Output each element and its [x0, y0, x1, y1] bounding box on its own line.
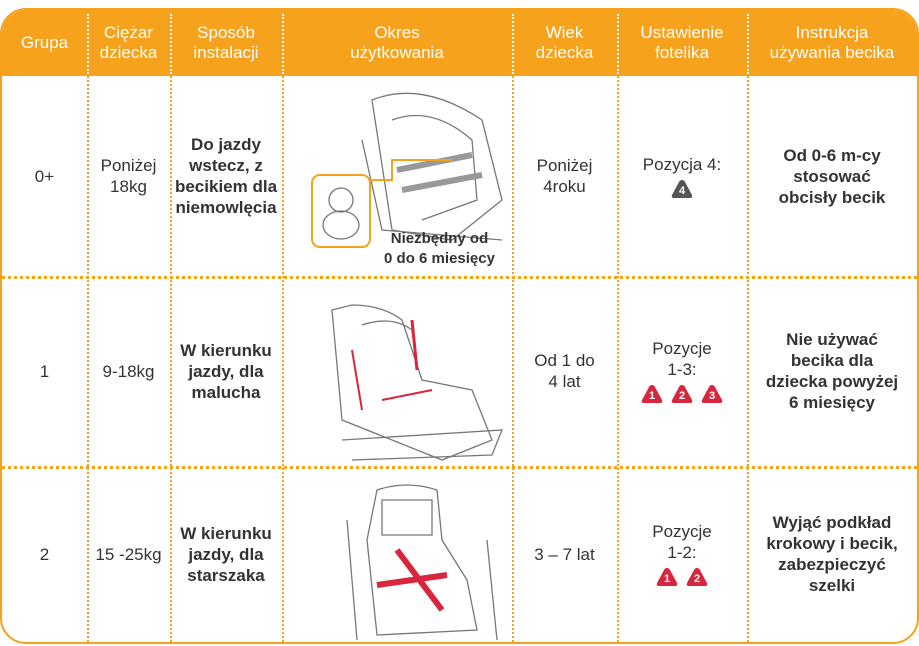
header-cell: Grupa [20, 33, 69, 52]
column-divider [170, 76, 172, 642]
position-badge: 1 [641, 385, 663, 403]
position-label: Pozycje 1-3: [652, 339, 712, 379]
weight-cell: 15 -25kg [95, 544, 162, 564]
header-cell: Ciężar dziecka [99, 23, 158, 62]
position-badge: 2 [686, 568, 708, 586]
age-cell: 3 – 7 lat [534, 544, 595, 564]
header-divider [747, 14, 749, 74]
installation-cell: W kierunku jazdy, dla malucha [180, 340, 272, 402]
position-badge: 4 [671, 179, 693, 198]
badge-row: 4 [671, 179, 693, 199]
badge-number: 4 [679, 185, 686, 197]
badge-number: 1 [649, 390, 655, 402]
instruction-cell: Od 0-6 m-cy stosować obcisły becik [778, 145, 886, 207]
seat-image-forward [331, 304, 503, 461]
header-divider [87, 14, 89, 74]
instruction-cell: Nie używać becika dla dziecka powyżej 6 … [765, 330, 899, 412]
header-divider [617, 14, 619, 74]
position-label: Pozycja 4: [642, 154, 722, 174]
badge-row: 1 2 3 [641, 384, 723, 404]
position-cell: Pozycje 1-2: 1 2 [617, 466, 747, 642]
age-cell: Od 1 do 4 lat [534, 351, 595, 391]
row-divider [2, 466, 917, 469]
badge-number: 2 [679, 390, 685, 402]
instruction-cell: Wyjąć podkład krokowy i becik, zabezpiec… [766, 513, 898, 595]
installation-cell: W kierunku jazdy, dla starszaka [180, 523, 272, 585]
header-divider [170, 14, 172, 74]
seat-image-rear [311, 92, 503, 248]
column-divider [747, 76, 749, 642]
column-divider [87, 76, 89, 642]
header-cell: Sposób instalacji [193, 23, 259, 62]
group-cell: 1 [39, 361, 50, 381]
position-badge: 2 [671, 385, 693, 403]
age-cell: Poniżej 4roku [536, 156, 593, 196]
header-cell: Okres użytkowania [350, 23, 444, 62]
position-cell: Pozycja 4: 4 [617, 76, 747, 276]
row-divider [2, 276, 917, 279]
weight-cell: Poniżej 18kg [100, 156, 157, 196]
column-divider [282, 76, 284, 642]
header-divider [512, 14, 514, 74]
position-label: Pozycje 1-2: [652, 522, 712, 562]
header-divider [282, 14, 284, 74]
weight-cell: 9-18kg [102, 361, 155, 381]
badge-number: 1 [664, 573, 670, 585]
installation-cell: Do jazdy wstecz, z becikiem dla niemowlę… [174, 135, 278, 217]
badge-number: 3 [709, 390, 715, 402]
column-divider [512, 76, 514, 642]
header-cell: Wiek dziecka [535, 23, 594, 62]
note: Niezbędny od 0 do 6 miesięcy [384, 230, 495, 267]
group-cell: 2 [39, 544, 50, 564]
badge-number: 2 [694, 573, 700, 585]
position-badge: 3 [701, 385, 723, 403]
column-divider [617, 76, 619, 642]
table: Grupa Ciężar dziecka Sposób instalacji Okre… [0, 8, 919, 644]
header-cell: Ustawienie fotelika [640, 23, 724, 62]
table-header: Grupa Ciężar dziecka Sposób instalacji Okre… [2, 10, 917, 76]
header-cell: Instrukcja używania becika [769, 23, 895, 62]
position-cell: Pozycje 1-3: 1 2 3 [617, 276, 747, 466]
group-cell: 0+ [34, 166, 55, 186]
seat-image-booster [346, 484, 498, 641]
position-badge: 1 [656, 568, 678, 586]
